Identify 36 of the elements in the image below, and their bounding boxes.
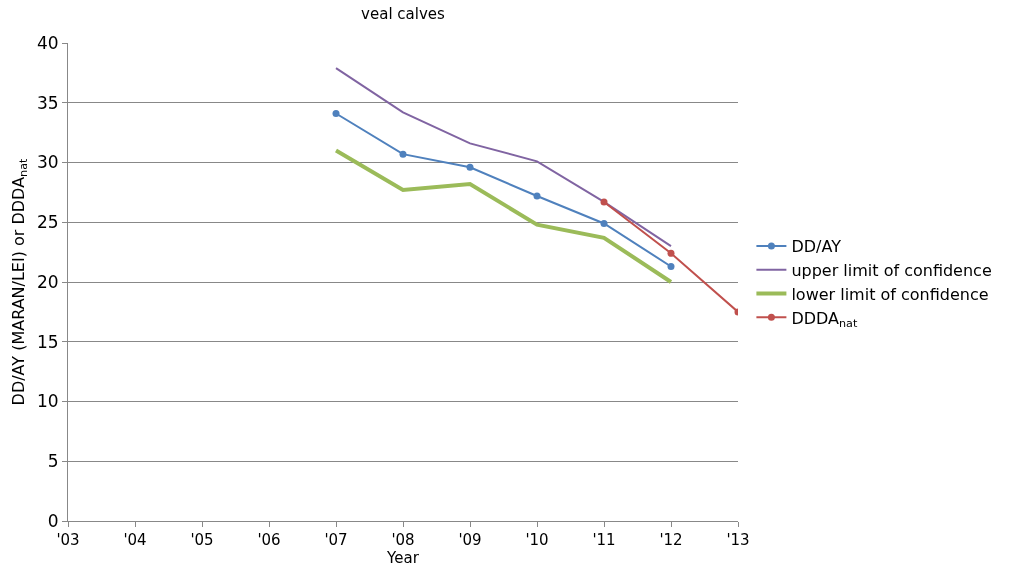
legend-label: DDDA$_{nat}$: [791, 308, 858, 330]
y-tick-label: 35: [36, 92, 59, 113]
y-tick-label: 0: [47, 510, 59, 531]
y-tick-label: 15: [36, 331, 59, 352]
x-tick-label: '07: [324, 531, 348, 549]
x-axis-title: Year: [386, 549, 420, 567]
point: [667, 249, 675, 257]
chart-title: veal calves: [361, 5, 446, 24]
point: [600, 198, 608, 206]
point: [533, 192, 541, 200]
x-tick-label: '05: [190, 531, 214, 549]
legend-label: upper limit of confidence: [791, 260, 992, 280]
point: [667, 262, 675, 270]
point: [600, 219, 608, 227]
x-tick-label: '03: [56, 531, 80, 549]
x-tick-label: '10: [525, 531, 549, 549]
y-tick-label: 25: [36, 212, 59, 233]
x-tick-label: '04: [123, 531, 147, 549]
y-tick-label: 30: [36, 152, 59, 173]
x-tick-label: '13: [726, 531, 750, 549]
point: [332, 110, 340, 118]
y-tick-label: 40: [36, 32, 59, 53]
point: [399, 150, 407, 158]
y-tick-label: 5: [47, 451, 59, 472]
x-tick-label: '08: [391, 531, 415, 549]
legend-label: DD/AY: [791, 237, 842, 257]
x-tick-label: '09: [458, 531, 482, 549]
y-tick-label: 10: [36, 391, 59, 412]
x-tick-label: '06: [257, 531, 281, 549]
legend-label: lower limit of confidence: [791, 284, 989, 304]
x-tick-label: '12: [659, 531, 683, 549]
line-series: [334, 148, 673, 284]
point: [466, 163, 474, 171]
line-series: [335, 67, 672, 248]
y-tick-label: 20: [36, 271, 59, 292]
x-tick-label: '11: [592, 531, 616, 549]
